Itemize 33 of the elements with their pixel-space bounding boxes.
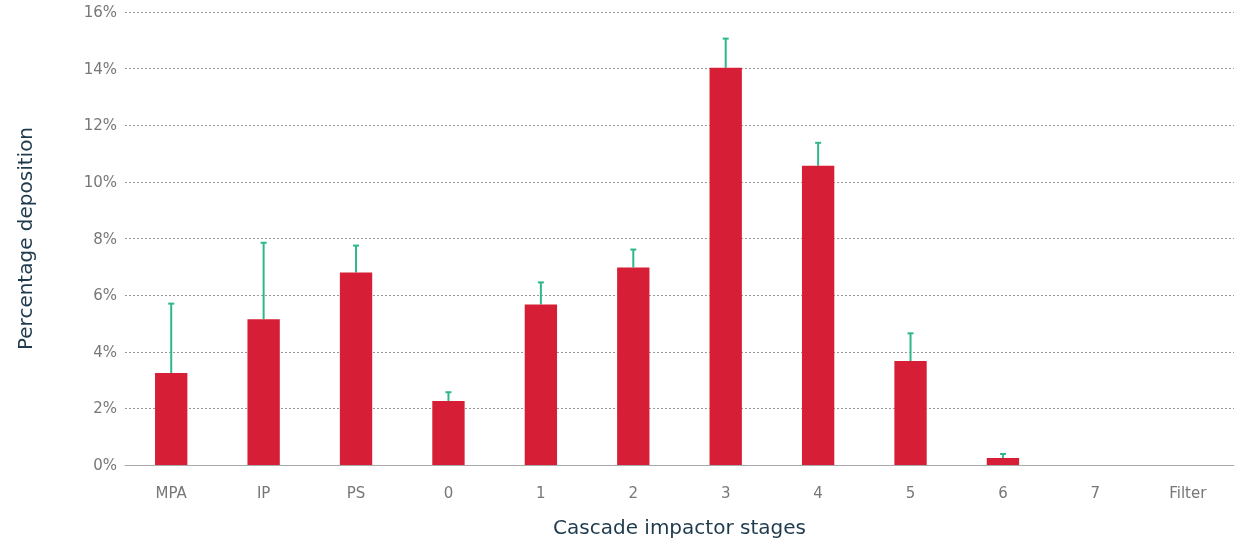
bar: [986, 457, 1020, 465]
x-tick-label: PS: [346, 483, 366, 502]
x-tick-label: 1: [536, 483, 546, 502]
bar: [432, 401, 465, 465]
y-tick-label: 10%: [83, 172, 117, 191]
y-tick-label: 2%: [93, 399, 117, 418]
x-tick-label: IP: [256, 483, 271, 502]
x-tick-label: Filter: [1169, 483, 1208, 502]
bar: [617, 267, 650, 465]
x-tick-label: 3: [720, 483, 731, 502]
bar: [247, 319, 280, 465]
y-tick-label: 0%: [93, 456, 117, 474]
y-tick-label: 6%: [93, 286, 117, 305]
y-tick-label: 8%: [93, 229, 117, 248]
y-axis-title: Percentage deposition: [13, 126, 37, 351]
x-tick-label: 0: [443, 483, 454, 502]
y-tick-label: 14%: [83, 59, 117, 78]
x-tick-label: 4: [813, 483, 823, 502]
x-axis-title: Cascade impactor stages: [553, 515, 806, 539]
x-tick-label: 6: [998, 483, 1008, 502]
y-tick-label: 12%: [83, 116, 117, 135]
bar: [801, 165, 835, 465]
bar: [894, 361, 927, 465]
bar: [155, 372, 188, 465]
x-tick-label: MPA: [155, 483, 188, 502]
x-tick-label: 5: [905, 483, 916, 502]
x-tick-label: 2: [628, 483, 639, 502]
bar: [524, 304, 558, 465]
bar: [709, 67, 742, 465]
x-tick-label: 7: [1090, 483, 1101, 502]
y-tick-label: 4%: [93, 342, 117, 361]
bar: [339, 272, 373, 465]
y-tick-label: 16%: [83, 3, 117, 21]
